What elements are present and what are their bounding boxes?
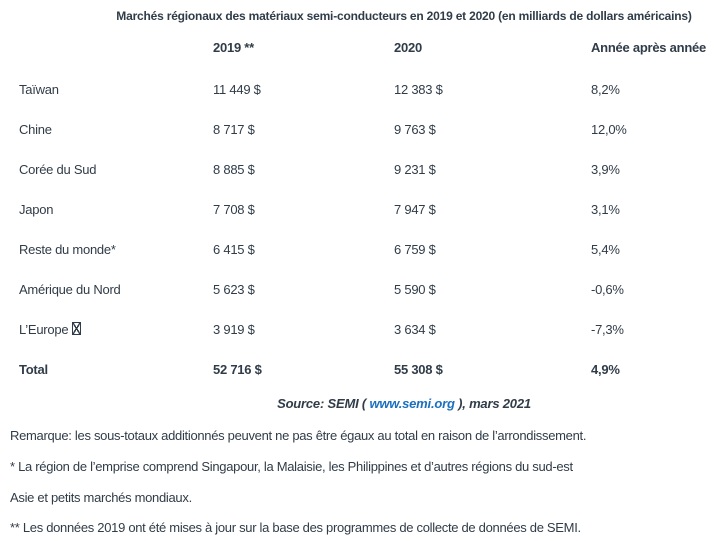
col-header-2019: 2019 **: [213, 40, 254, 55]
table-total-row: Total 52 716 $ 55 308 $ 4,9%: [0, 362, 714, 379]
source-suffix: ), mars 2021: [454, 396, 531, 411]
value-yoy: 3,9%: [591, 162, 620, 177]
table-header-row: 2019 ** 2020 Année après année: [0, 40, 714, 57]
total-label: Total: [19, 362, 48, 377]
value-2020: 9 231 $: [394, 162, 436, 177]
table-row: Reste du monde* 6 415 $ 6 759 $ 5,4%: [0, 242, 714, 259]
value-yoy: 8,2%: [591, 82, 620, 97]
region-label: Taïwan: [19, 82, 59, 97]
value-2019: 3 919 $: [213, 322, 255, 337]
figure-title: Marchés régionaux des matériaux semi-con…: [116, 9, 692, 23]
total-2019: 52 716 $: [213, 362, 262, 377]
table-row: Amérique du Nord 5 623 $ 5 590 $ -0,6%: [0, 282, 714, 299]
value-2020: 3 634 $: [394, 322, 436, 337]
table-row: Corée du Sud 8 885 $ 9 231 $ 3,9%: [0, 162, 714, 179]
table-row: Taïwan 11 449 $ 12 383 $ 8,2%: [0, 82, 714, 99]
value-2019: 8 885 $: [213, 162, 255, 177]
source-line: Source: SEMI ( www.semi.org ), mars 2021: [96, 396, 712, 411]
value-2020: 6 759 $: [394, 242, 436, 257]
source-prefix: Source: SEMI (: [277, 396, 370, 411]
value-2019: 11 449 $: [213, 82, 261, 97]
table-row: Japon 7 708 $ 7 947 $ 3,1%: [0, 202, 714, 219]
region-label: L’Europe: [19, 322, 82, 337]
region-label-text: L’Europe: [19, 322, 69, 337]
note-2019-data: ** Les données 2019 ont été mises à jour…: [10, 520, 581, 535]
value-2019: 7 708 $: [213, 202, 255, 217]
value-yoy: 3,1%: [591, 202, 620, 217]
value-2020: 9 763 $: [394, 122, 436, 137]
note-rest-of-world-line2: Asie et petits marchés mondiaux.: [10, 490, 192, 505]
col-header-2020: 2020: [394, 40, 422, 55]
value-yoy: -0,6%: [591, 282, 624, 297]
col-header-yoy: Année après année: [591, 40, 706, 55]
value-yoy: 12,0%: [591, 122, 627, 137]
total-yoy: 4,9%: [591, 362, 620, 377]
value-yoy: 5,4%: [591, 242, 620, 257]
region-label: Chine: [19, 122, 52, 137]
value-2020: 5 590 $: [394, 282, 436, 297]
note-rest-of-world-line1: * La région de l’emprise comprend Singap…: [10, 459, 573, 474]
region-label: Japon: [19, 202, 54, 217]
semi-org-link[interactable]: www.semi.org: [369, 396, 455, 411]
missing-glyph-icon: [72, 322, 82, 335]
value-2019: 5 623 $: [213, 282, 255, 297]
value-2020: 12 383 $: [394, 82, 443, 97]
total-2020: 55 308 $: [394, 362, 443, 377]
region-label: Amérique du Nord: [19, 282, 121, 297]
region-label: Corée du Sud: [19, 162, 97, 177]
table-row: L’Europe 3 919 $ 3 634 $ -7,3%: [0, 322, 714, 339]
value-2019: 6 415 $: [213, 242, 255, 257]
table-row: Chine 8 717 $ 9 763 $ 12,0%: [0, 122, 714, 139]
region-label: Reste du monde*: [19, 242, 116, 257]
value-yoy: -7,3%: [591, 322, 624, 337]
value-2020: 7 947 $: [394, 202, 436, 217]
note-rounding: Remarque: les sous-totaux additionnés pe…: [10, 428, 587, 443]
value-2019: 8 717 $: [213, 122, 255, 137]
